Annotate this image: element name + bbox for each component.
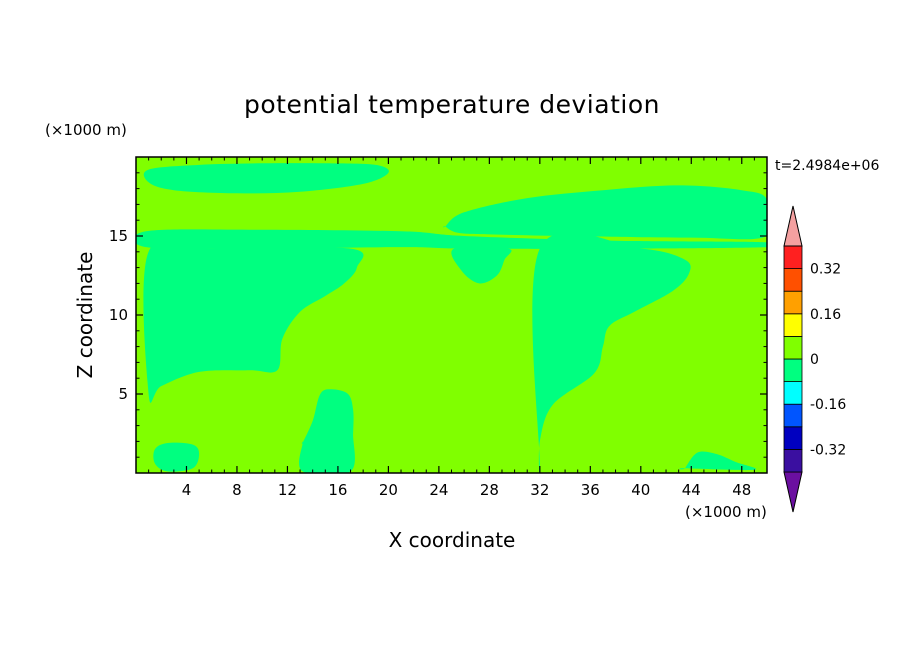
colorbar-box [783, 268, 803, 292]
x-tick-label: 16 [328, 481, 347, 499]
y-unit-label: (×1000 m) [45, 121, 127, 139]
x-tick-label: 48 [732, 481, 751, 499]
plot-area [135, 156, 768, 474]
contour-region-upper-left-negative [143, 163, 389, 194]
colorbar-box [783, 358, 803, 383]
colorbar-box [783, 335, 803, 360]
colorbar-under-triangle [783, 471, 803, 513]
colorbar-box [783, 381, 803, 405]
colorbar-label: 0 [810, 352, 819, 368]
colorbar: 0.32 0.16 0 -0.16 -0.32 [783, 205, 846, 513]
contour-region-central-right-negative [532, 232, 691, 473]
colorbar-box [783, 290, 803, 315]
contour-region-central-left-negative [143, 240, 364, 403]
colorbar-label: 0.32 [810, 262, 841, 278]
colorbar-box [783, 313, 803, 337]
colorbar-box [783, 426, 803, 450]
colorbar-over-triangle [783, 205, 803, 247]
y-axis-label: Z coordinate [73, 252, 97, 379]
contour-region-lower-left-negative [153, 442, 200, 472]
x-tick-label: 4 [182, 481, 192, 499]
colorbar-label: -0.16 [810, 397, 846, 413]
contour-region-lower-right-bump-negative [679, 451, 757, 471]
x-axis: 4 8 12 16 20 24 28 32 36 40 44 48 [148, 157, 755, 499]
contour-region-upper-right-negative [443, 185, 767, 240]
x-tick-label: 20 [379, 481, 398, 499]
contour-region-dome-negative [451, 246, 512, 284]
colorbar-label: 0.16 [810, 307, 841, 323]
chart-title: potential temperature deviation [244, 90, 660, 119]
colorbar-box [783, 245, 803, 270]
x-unit-label: (×1000 m) [685, 503, 767, 521]
colorbar-label: -0.32 [810, 442, 846, 458]
x-tick-label: 36 [581, 481, 600, 499]
time-label: t=2.4984e+06 [775, 158, 879, 174]
x-tick-label: 8 [232, 481, 242, 499]
y-tick-label: 10 [109, 306, 128, 324]
y-tick-label: 5 [118, 385, 128, 403]
x-axis-label: X coordinate [389, 528, 516, 552]
y-axis: 5 10 15 [109, 172, 767, 458]
y-tick-label: 15 [109, 227, 128, 245]
x-tick-label: 12 [278, 481, 297, 499]
colorbar-box [783, 448, 803, 473]
x-tick-label: 40 [631, 481, 650, 499]
x-tick-label: 32 [530, 481, 549, 499]
colorbar-box [783, 403, 803, 428]
contour-region-lower-central-negative [299, 389, 355, 473]
x-tick-label: 24 [429, 481, 448, 499]
x-tick-label: 28 [480, 481, 499, 499]
x-tick-label: 44 [682, 481, 701, 499]
